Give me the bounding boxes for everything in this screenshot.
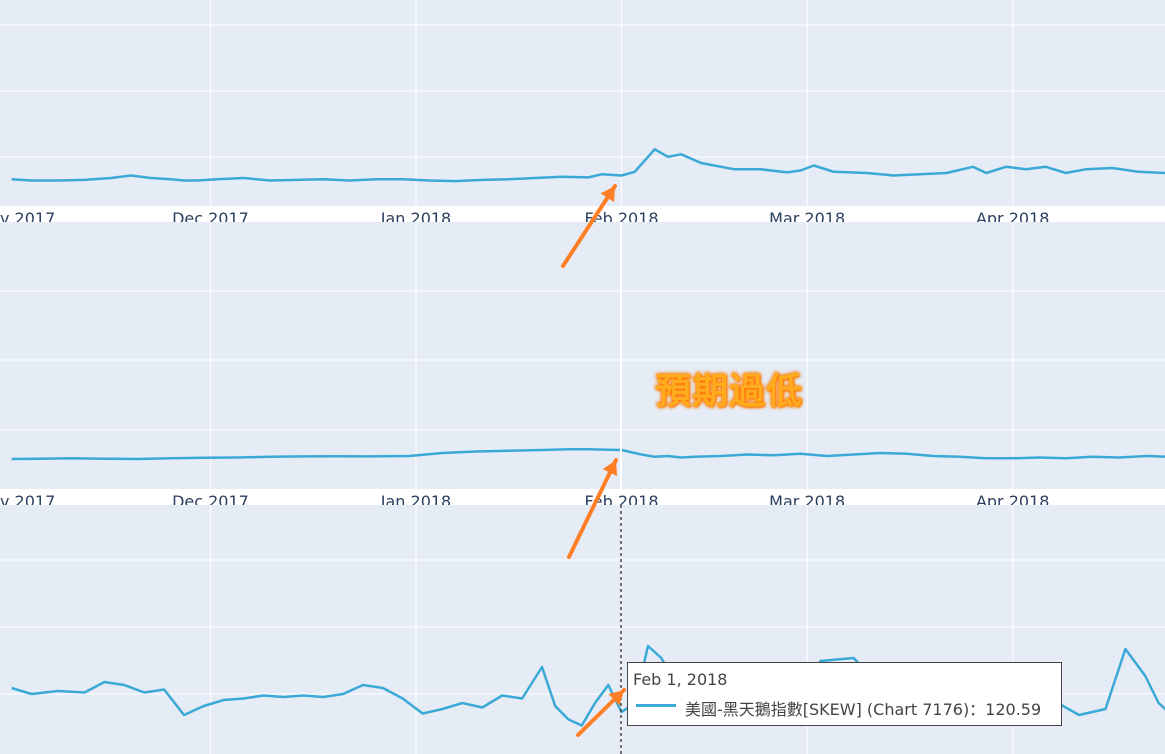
hover-tooltip: Feb 1, 2018 美國-黑天鵝指數[SKEW] (Chart 7176)：… <box>627 662 1062 726</box>
plot-area-2 <box>0 222 1165 489</box>
arrow-top-head <box>600 186 615 203</box>
tooltip-entry: 美國-黑天鵝指數[SKEW] (Chart 7176)：120.59 <box>685 700 1042 719</box>
tick-band-1 <box>0 206 1165 222</box>
tooltip-legend-swatch <box>636 704 676 707</box>
series-line-1 <box>11 148 1165 183</box>
annotation-label: 預期過低 <box>655 371 804 412</box>
arrow-middle-head <box>602 460 618 477</box>
arrow-middle <box>567 458 618 559</box>
arrow-bottom-head <box>608 690 624 706</box>
series-line-2 <box>11 448 1165 461</box>
tick-band-2 <box>0 489 1165 505</box>
tooltip-date: Feb 1, 2018 <box>633 670 728 689</box>
arrow-top <box>561 184 617 268</box>
plot-area-1 <box>0 0 1165 206</box>
